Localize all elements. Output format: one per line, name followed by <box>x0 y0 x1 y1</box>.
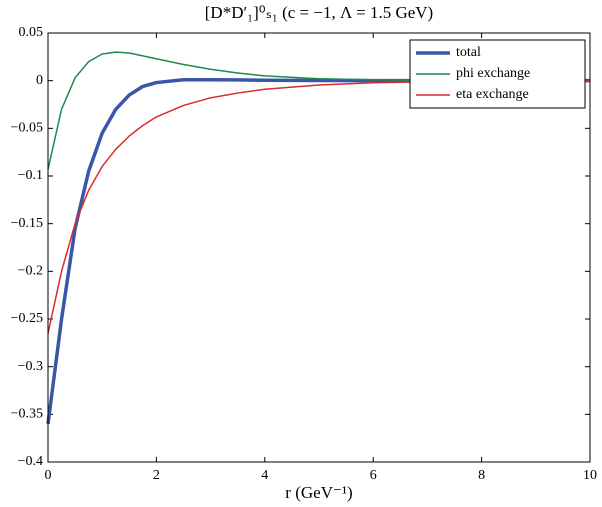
legend: total phi exchange eta exchange <box>409 39 586 109</box>
x-tick-label: 4 <box>261 468 268 483</box>
y-tick-label: −0.4 <box>18 454 43 469</box>
y-tick-label: −0.15 <box>11 216 43 231</box>
x-tick-label: 2 <box>153 468 160 483</box>
legend-label: phi exchange <box>456 66 530 81</box>
y-tick-label: −0.35 <box>11 407 43 422</box>
line-series <box>46 77 590 425</box>
y-tick-label: −0.2 <box>18 264 43 279</box>
y-tick-label: 0 <box>36 73 43 88</box>
x-axis-label: r (GeV⁻¹) <box>285 483 352 502</box>
x-tick-label: 8 <box>478 468 485 483</box>
y-tick-label: −0.3 <box>18 359 43 374</box>
y-tick-label: 0.05 <box>19 25 44 40</box>
x-tick-label: 10 <box>583 468 597 483</box>
line-series <box>47 80 591 334</box>
x-tick-label: 0 <box>45 468 52 483</box>
legend-label: eta exchange <box>456 87 529 102</box>
y-tick-label: −0.1 <box>18 168 43 183</box>
plot-frame <box>47 32 591 463</box>
x-tick-label: 6 <box>370 468 377 483</box>
y-tick-label: −0.05 <box>11 121 43 136</box>
legend-label: total <box>456 45 481 60</box>
chart-title: [D*D′₁]⁰ₛ₁ (c = −1, Λ = 1.5 GeV) <box>205 3 433 22</box>
y-tick-label: −0.25 <box>11 311 43 326</box>
